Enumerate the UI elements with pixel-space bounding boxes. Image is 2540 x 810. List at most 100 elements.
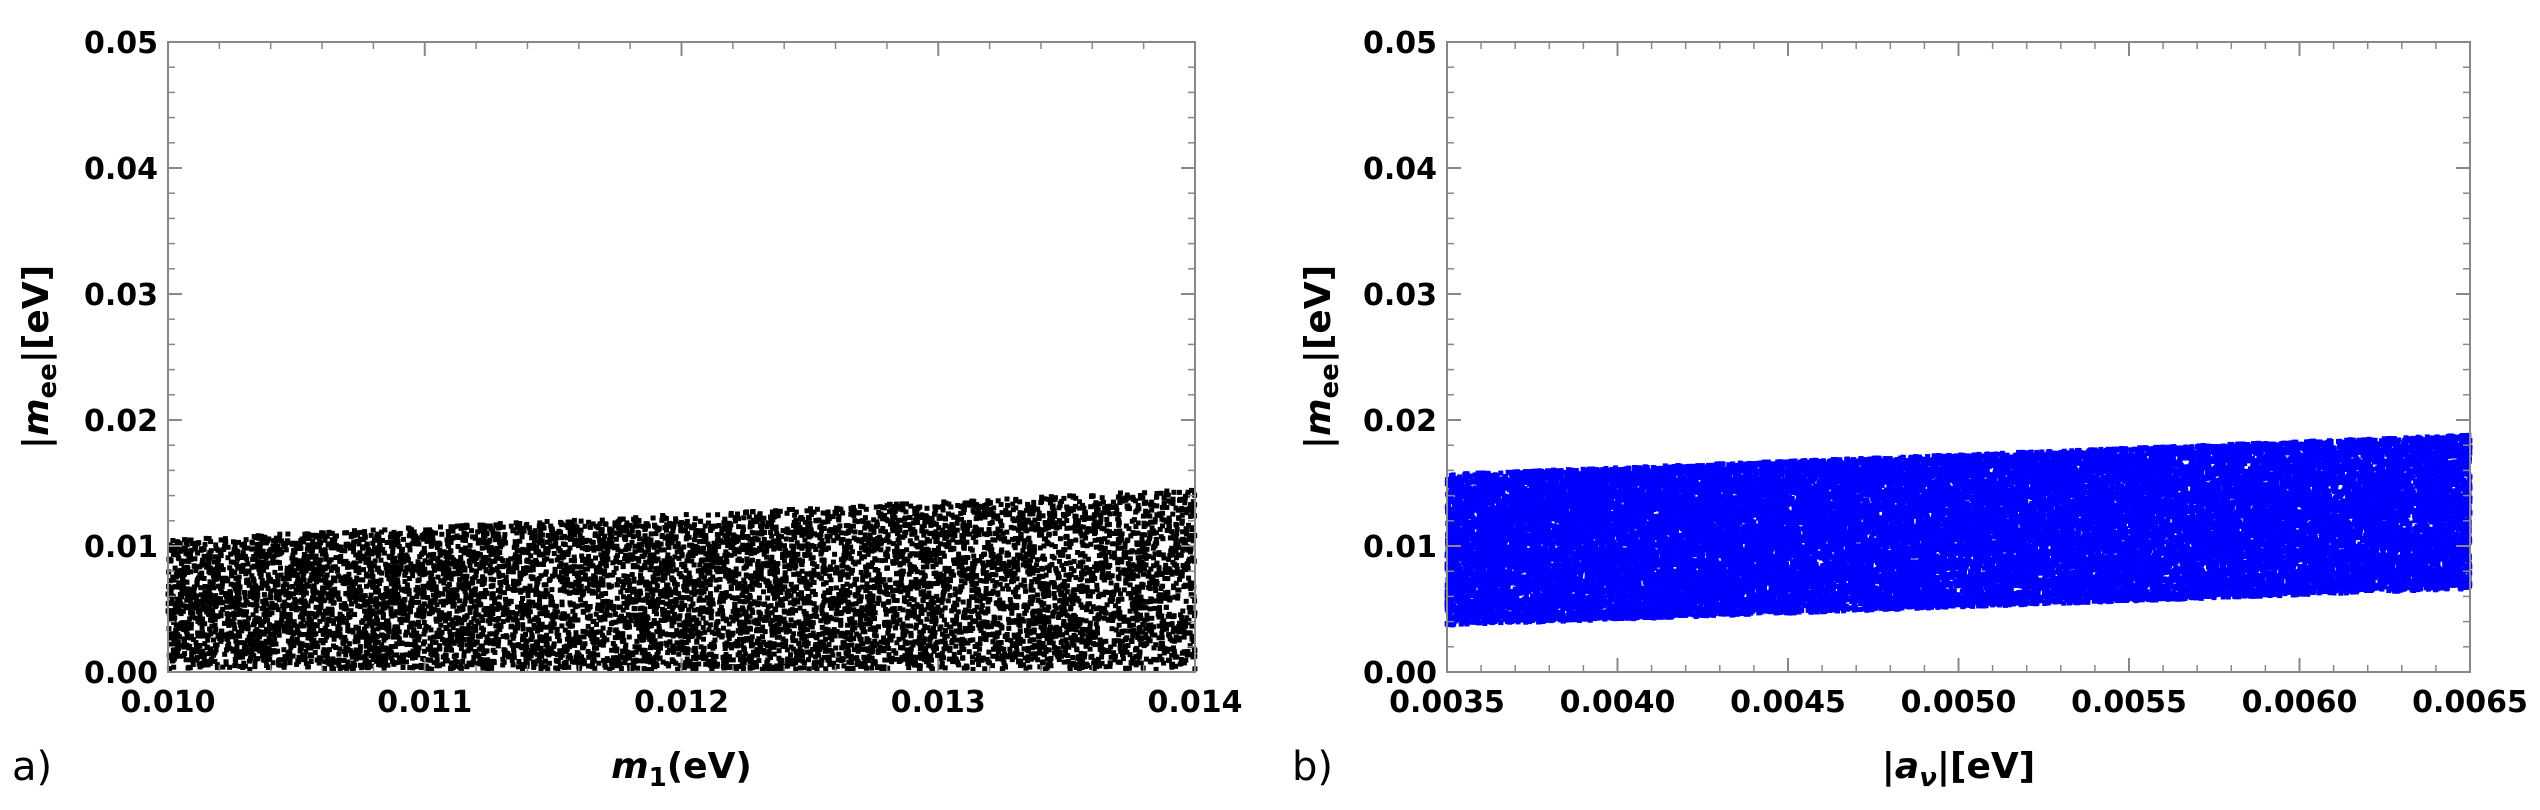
data-point [692,608,697,613]
data-point [410,573,415,578]
data-point [995,656,1000,661]
data-point [885,608,890,613]
data-point [511,662,516,667]
data-point [857,551,862,556]
data-point [400,618,405,623]
data-point [549,558,554,563]
data-point [959,578,964,583]
data-point [1146,585,1151,590]
data-point [1006,626,1011,631]
data-point [1052,591,1057,596]
data-point [789,645,794,650]
data-point [925,506,930,511]
data-point [1023,589,1028,594]
data-point [332,637,337,642]
data-point [517,539,522,544]
data-point [605,546,610,551]
data-point [369,533,374,538]
data-point [544,569,549,574]
data-point [670,569,675,574]
data-point [807,534,812,539]
data-point [767,640,772,645]
data-point [1124,666,1129,671]
data-point [1077,506,1082,511]
data-point [1103,510,1108,515]
data-point [990,639,995,644]
data-point [894,640,899,645]
data-point [264,556,269,561]
data-point [580,603,585,608]
data-point [671,563,676,568]
data-point [473,628,478,633]
data-point [1094,545,1099,550]
data-point [668,599,673,604]
data-point [651,516,656,521]
data-point [1053,603,1058,608]
data-point [930,596,935,601]
data-point [697,539,702,544]
data-point [227,665,232,670]
data-point [696,607,701,612]
data-point [1044,573,1049,578]
data-point [776,615,781,620]
data-point [253,535,258,540]
data-point [358,644,363,649]
data-point [371,628,376,633]
data-point [797,573,802,578]
data-point [943,665,948,670]
data-point [174,622,179,627]
data-point [593,556,598,561]
data-point [685,589,690,594]
data-point [457,577,462,582]
data-point [706,513,711,518]
data-point [433,531,438,536]
data-point [874,505,879,510]
data-point [541,562,546,567]
data-point [887,652,892,657]
data-point [1064,573,1069,578]
data-point [715,512,720,517]
data-point [579,554,584,559]
data-point [790,635,795,640]
data-point [854,577,859,582]
data-point [836,652,841,657]
data-point [470,633,475,638]
data-point [999,626,1004,631]
data-point [317,655,322,660]
data-point [1177,498,1182,503]
data-point [1117,512,1122,517]
data-point [883,590,888,595]
data-point [927,612,932,617]
data-point [421,584,426,589]
data-point [729,511,734,516]
data-point [578,533,583,538]
data-point [1053,531,1058,536]
data-point [1072,559,1077,564]
data-point [572,558,577,563]
data-point [763,629,768,634]
data-point [211,638,216,643]
data-point [1095,587,1100,592]
data-point [969,594,974,599]
data-point [592,646,597,651]
data-point [422,546,427,551]
data-point [1016,527,1021,532]
data-point [1157,624,1162,629]
data-point [692,522,697,527]
data-point [955,521,960,526]
data-point [1130,639,1135,644]
data-point [1172,613,1177,618]
data-point [1175,527,1180,532]
data-point [795,552,800,557]
data-point [1075,647,1080,652]
data-point [685,519,690,524]
data-point [1189,488,1194,493]
data-point [851,524,856,529]
data-point [527,525,532,530]
data-point [618,530,623,535]
data-point [701,625,706,630]
data-point [781,528,786,533]
data-point [648,567,653,572]
data-point [676,652,681,657]
